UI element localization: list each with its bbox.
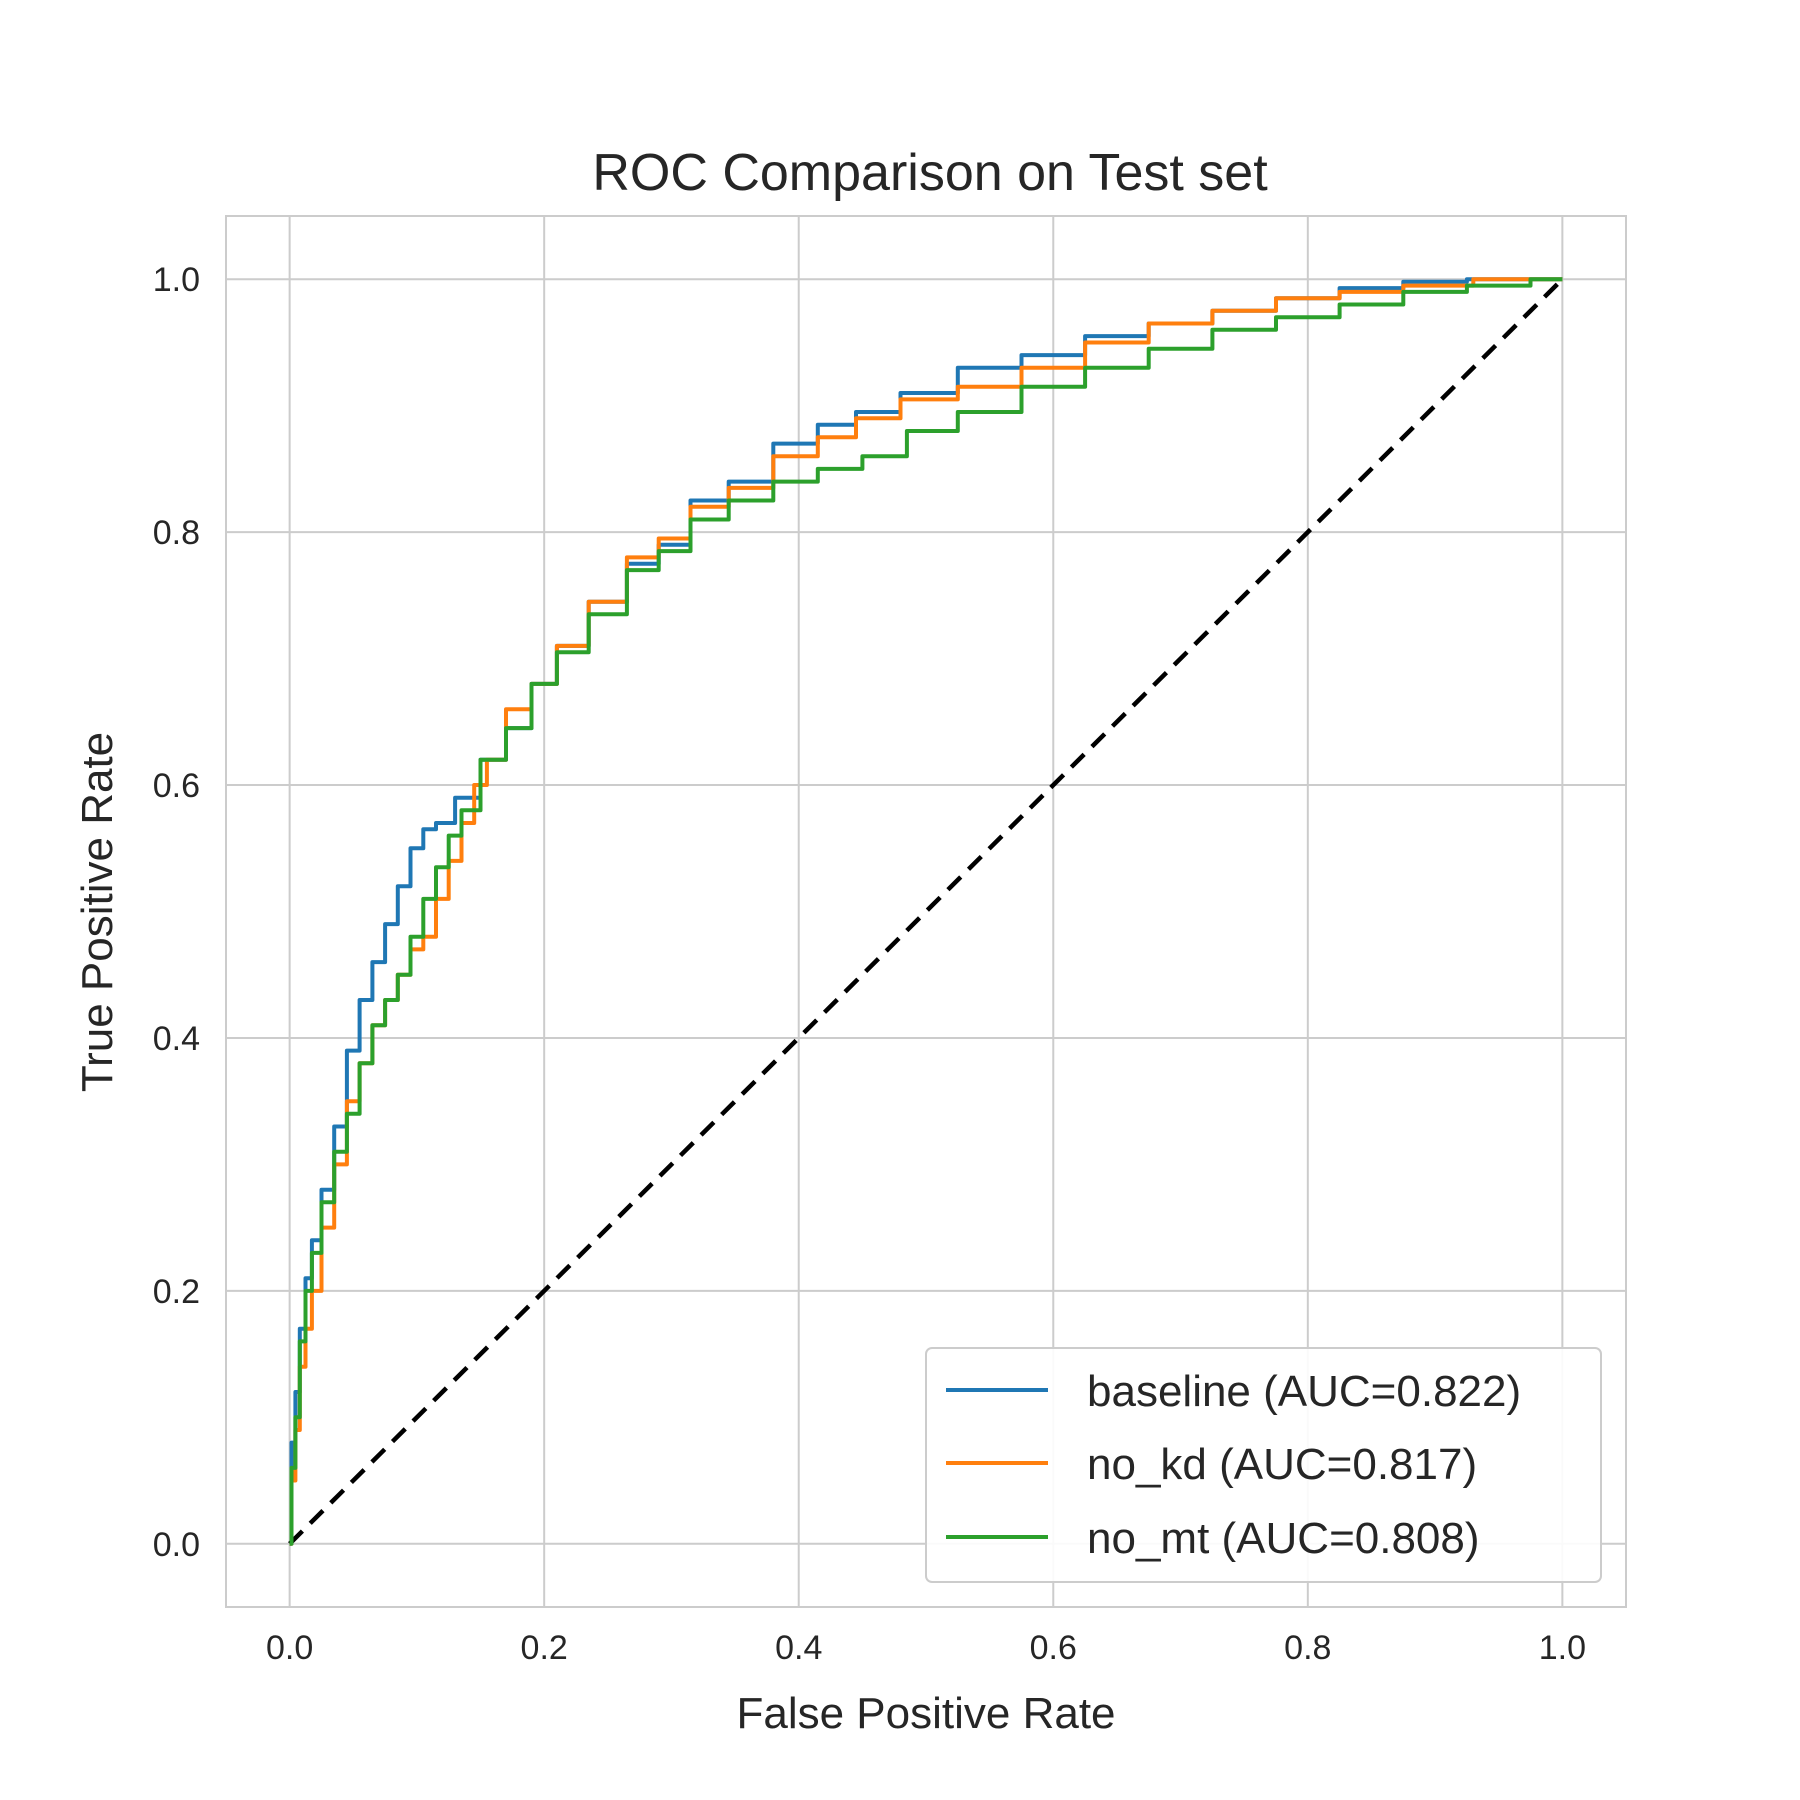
x-tick-label: 0.2 bbox=[521, 1629, 568, 1667]
x-tick-label: 0.6 bbox=[1030, 1629, 1077, 1667]
y-tick-label: 0.0 bbox=[153, 1526, 200, 1564]
y-tick-labels: 0.0 0.2 0.4 0.6 0.8 1.0 bbox=[153, 261, 200, 1564]
reference-layer bbox=[288, 277, 1564, 1546]
x-tick-label: 1.0 bbox=[1539, 1629, 1586, 1667]
legend: baseline (AUC=0.822) no_kd (AUC=0.817) n… bbox=[925, 1347, 1602, 1583]
y-tick-label: 0.2 bbox=[153, 1273, 200, 1311]
chance-diagonal bbox=[288, 277, 1564, 1546]
x-tick-label: 0.8 bbox=[1284, 1629, 1331, 1667]
plot-frame bbox=[225, 215, 1627, 1608]
legend-label-no-mt: no_mt (AUC=0.808) bbox=[1087, 1514, 1480, 1563]
x-tick-label: 0.0 bbox=[266, 1629, 313, 1667]
y-tick-label: 0.4 bbox=[153, 1020, 200, 1058]
x-axis-label: False Positive Rate bbox=[736, 1689, 1115, 1738]
legend-label-no-kd: no_kd (AUC=0.817) bbox=[1087, 1440, 1477, 1489]
series-layer bbox=[289, 277, 1563, 1546]
legend-box bbox=[925, 1347, 1602, 1583]
grid bbox=[226, 216, 1626, 1607]
y-tick-label: 1.0 bbox=[153, 261, 200, 299]
x-tick-label: 0.4 bbox=[775, 1629, 822, 1667]
y-axis-label: True Positive Rate bbox=[73, 732, 122, 1092]
roc-curve-no-mt bbox=[289, 277, 1563, 1546]
legend-label-baseline: baseline (AUC=0.822) bbox=[1087, 1367, 1521, 1416]
x-tick-labels: 0.0 0.2 0.4 0.6 0.8 1.0 bbox=[266, 1629, 1586, 1667]
chart-title: ROC Comparison on Test set bbox=[592, 144, 1268, 202]
y-tick-label: 0.8 bbox=[153, 514, 200, 552]
y-tick-label: 0.6 bbox=[153, 767, 200, 805]
